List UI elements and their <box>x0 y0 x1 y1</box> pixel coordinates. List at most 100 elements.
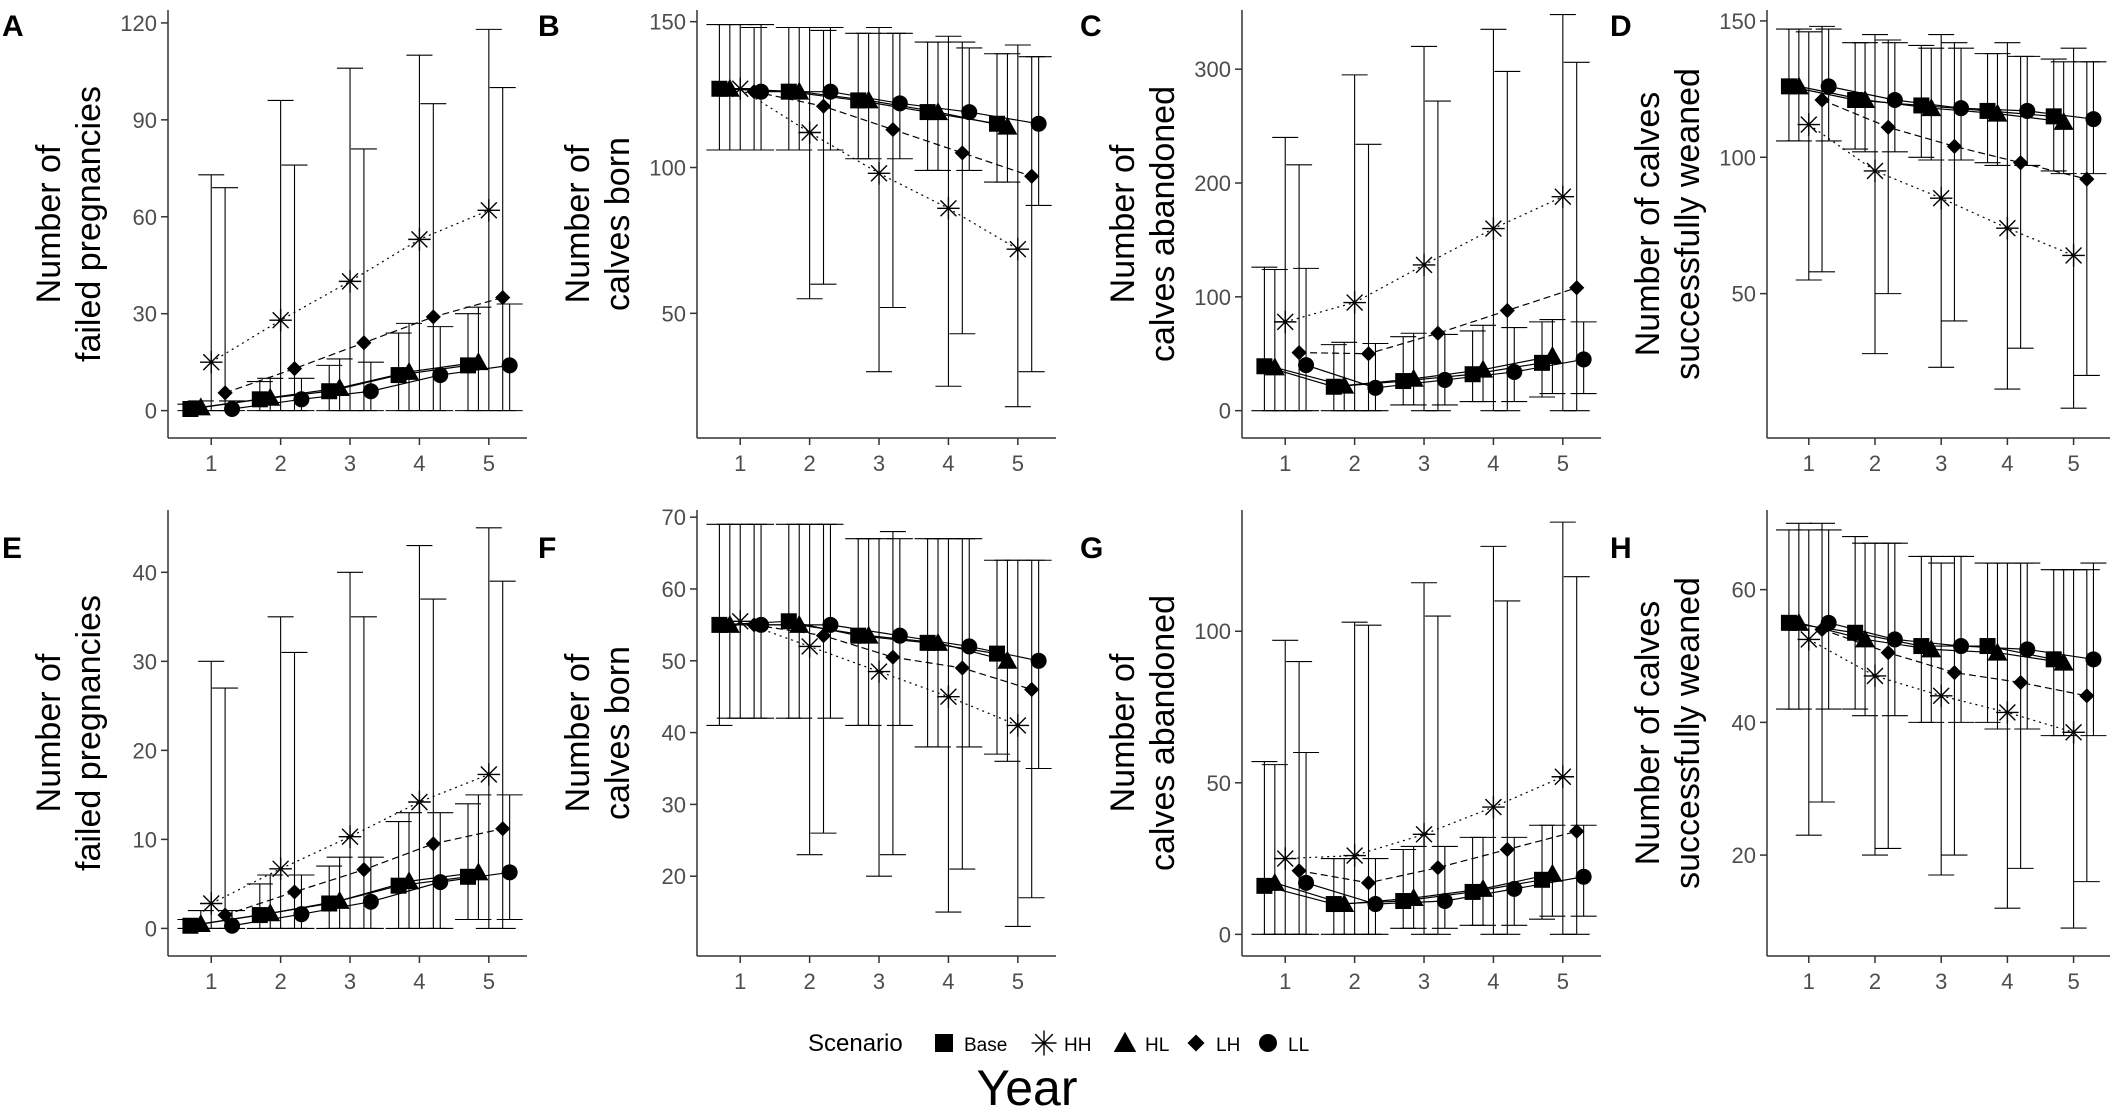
point-ll <box>822 83 839 100</box>
point-lh <box>1291 863 1307 879</box>
y-axis-title: Number ofcalves abandoned <box>1104 595 1182 871</box>
point-hh <box>408 228 431 251</box>
point-hl <box>1987 103 2008 122</box>
error-bar <box>337 571 364 929</box>
point-lh <box>1499 302 1515 319</box>
point-ll <box>224 917 241 934</box>
error-bar <box>1809 25 1836 273</box>
series-ll <box>748 523 1052 770</box>
point-lh <box>815 628 832 644</box>
point-lh <box>954 660 970 676</box>
point-lh <box>1291 345 1307 361</box>
y-axis-title-line: Number of <box>559 653 597 812</box>
panel-e: E 0 10 20 30 40 1 2 3 4 5 Number offailed pregnanci… <box>2 510 527 994</box>
point-hh <box>1412 823 1436 846</box>
point-hh <box>338 270 362 293</box>
x-tick-label: 4 <box>942 451 954 476</box>
point-ll <box>2019 102 2036 119</box>
panel-b: B 50 100 150 1 2 3 4 5 Number ofcalves born <box>538 10 1056 476</box>
y-axis-title-line: calves abandoned <box>1144 595 1182 871</box>
y-tick-label: 50 <box>662 301 686 326</box>
point-hl <box>260 387 281 406</box>
series-line <box>210 209 490 363</box>
point-hl <box>858 90 879 109</box>
series-ll <box>748 24 1052 206</box>
point-lh <box>1814 621 1830 638</box>
error-bar <box>1293 267 1320 412</box>
error-bar <box>1411 582 1438 935</box>
point-hl <box>399 871 420 890</box>
error-bar <box>1400 845 1427 929</box>
error-bar <box>2073 61 2100 377</box>
y-tick-label: 150 <box>649 10 686 35</box>
diamond-icon <box>1187 1034 1205 1052</box>
y-axis-title-line: failed pregnancies <box>70 595 108 871</box>
series-hh <box>1795 529 2087 929</box>
point-hl <box>1921 639 1942 658</box>
point-hh <box>477 199 501 222</box>
error-bar <box>1424 100 1451 412</box>
panel-f: F 20 30 40 50 60 70 1 2 3 4 5 Number ofcalves born <box>538 505 1056 994</box>
x-tick-label: 5 <box>2067 969 2079 994</box>
point-ll <box>501 864 518 881</box>
point-hh <box>798 635 821 658</box>
point-hh <box>1797 628 1821 651</box>
point-hl <box>789 81 810 100</box>
point-hl <box>1987 642 2008 661</box>
panel-g: G 0 50 100 1 2 3 4 5 Number ofcalves abandoned <box>1080 510 1601 994</box>
error-bar <box>1341 74 1368 412</box>
x-tick-label: 5 <box>1012 969 1024 994</box>
error-bar <box>810 523 837 834</box>
y-tick-label: 60 <box>133 205 157 230</box>
series-lh <box>1809 25 2100 377</box>
x-tick-label: 4 <box>413 451 425 476</box>
point-lh <box>1024 168 1040 184</box>
point-ll <box>1367 896 1384 913</box>
series-hl <box>1261 764 1566 935</box>
error-bar <box>1341 621 1368 935</box>
error-bar <box>1941 42 1968 322</box>
y-tick-label: 100 <box>1194 285 1231 310</box>
y-tick-label: 20 <box>1732 843 1756 868</box>
point-lh <box>1569 823 1585 839</box>
series-ll <box>1815 28 2107 175</box>
point-hh <box>1863 664 1887 688</box>
point-ll <box>1575 868 1592 885</box>
point-hh <box>937 197 960 220</box>
point-ll <box>362 893 379 910</box>
point-base <box>989 115 1006 132</box>
error-bar <box>1494 600 1521 935</box>
point-hh <box>1343 844 1366 867</box>
y-tick-label: 40 <box>133 560 157 585</box>
point-hl <box>1334 894 1355 913</box>
point-lh <box>2079 688 2095 704</box>
y-tick-label: 60 <box>1732 578 1756 603</box>
error-bar <box>1994 562 2021 909</box>
x-tick-label: 4 <box>942 969 954 994</box>
error-bar <box>1355 143 1382 412</box>
series-hh <box>198 527 502 929</box>
series-hl <box>1261 268 1566 412</box>
point-hl <box>399 361 420 380</box>
error-bar <box>1928 562 1955 876</box>
x-tick-label: 2 <box>1349 969 1361 994</box>
x-tick-label: 1 <box>1279 969 1291 994</box>
point-ll <box>1367 379 1384 396</box>
point-ll <box>1820 78 1837 95</box>
series-hh <box>1272 14 1576 412</box>
point-ll <box>961 104 978 121</box>
x-tick-label: 1 <box>1279 451 1291 476</box>
x-axis-title: Year <box>976 1060 1077 1116</box>
point-lh <box>495 821 511 837</box>
error-bar <box>1261 268 1288 412</box>
point-hl <box>1788 612 1809 631</box>
point-lh <box>425 309 441 325</box>
y-tick-label: 50 <box>1207 771 1231 796</box>
point-lh <box>1946 664 1963 681</box>
x-tick-label: 3 <box>873 451 885 476</box>
asterisk-icon <box>1031 1030 1057 1056</box>
y-tick-label: 0 <box>145 916 157 941</box>
point-hl <box>997 116 1018 135</box>
panel-h: H 20 40 60 1 2 3 4 5 Number of calvessuccessfully… <box>1610 510 2110 994</box>
point-hh <box>269 308 292 332</box>
